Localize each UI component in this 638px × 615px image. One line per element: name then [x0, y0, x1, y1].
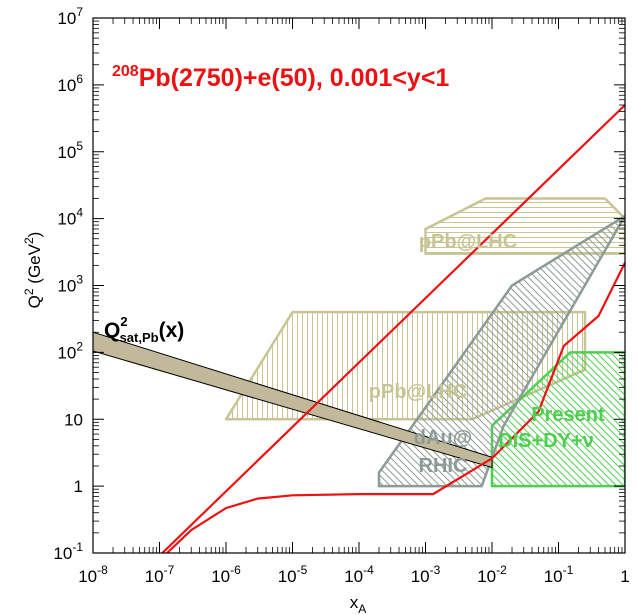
- y-tick-label: 107: [57, 5, 83, 28]
- kinematic-limit-lower-line: [166, 262, 625, 553]
- region-0: [424, 197, 625, 255]
- x-tick-label: 1: [620, 567, 629, 586]
- axes-layer: [92, 17, 626, 554]
- y-tick-label: 102: [57, 339, 83, 362]
- region-label: dAu@: [414, 427, 472, 449]
- y-axis-title: Q2 (GeV2): [22, 232, 44, 309]
- saturation-band-label: Q2 sat,Pb(x): [104, 314, 184, 345]
- region-3-area: [377, 214, 625, 488]
- region-label-line2: RHIC: [419, 455, 468, 477]
- x-tick-label: 10-8: [78, 563, 108, 586]
- x-tick-label: 10-6: [211, 563, 241, 586]
- y-tick-label: 10-1: [53, 540, 83, 563]
- kinematic-limit-upper-line: [161, 104, 625, 553]
- y-tick-label: 1: [74, 477, 83, 496]
- chart-title: 208Pb(2750)+e(50), 0.001<y<1: [112, 63, 449, 92]
- y-tick-label: 10: [64, 410, 83, 429]
- region-label: pPb@LHC: [419, 231, 517, 253]
- region-label-line2: DIS+DY+ν: [498, 430, 594, 452]
- region-label: pPb@LHC: [369, 381, 467, 403]
- x-axis-title: xA: [350, 593, 367, 615]
- region-3: [377, 214, 625, 488]
- regions-layer: [224, 197, 625, 488]
- y-tick-label: 106: [57, 72, 83, 95]
- x-tick-label: 10-5: [278, 563, 308, 586]
- labels-layer: 10-8 10-7 10-6 10-5 10-4 10-3 10-2 10-1 1 10-1 1 10…: [22, 5, 630, 615]
- x-tick-label: 10-3: [411, 563, 441, 586]
- region-0-area: [424, 197, 625, 255]
- x-tick-label: 10-4: [344, 563, 374, 586]
- y-tick-label: 103: [57, 273, 83, 296]
- region-label: Present: [531, 404, 605, 426]
- x-tick-label: 10-1: [544, 563, 574, 586]
- x-tick-label: 10-7: [145, 563, 175, 586]
- y-tick-label: 104: [57, 206, 83, 229]
- x-tick-label: 10-2: [477, 563, 507, 586]
- y-tick-label: 105: [57, 139, 83, 162]
- lines-layer: [161, 104, 625, 553]
